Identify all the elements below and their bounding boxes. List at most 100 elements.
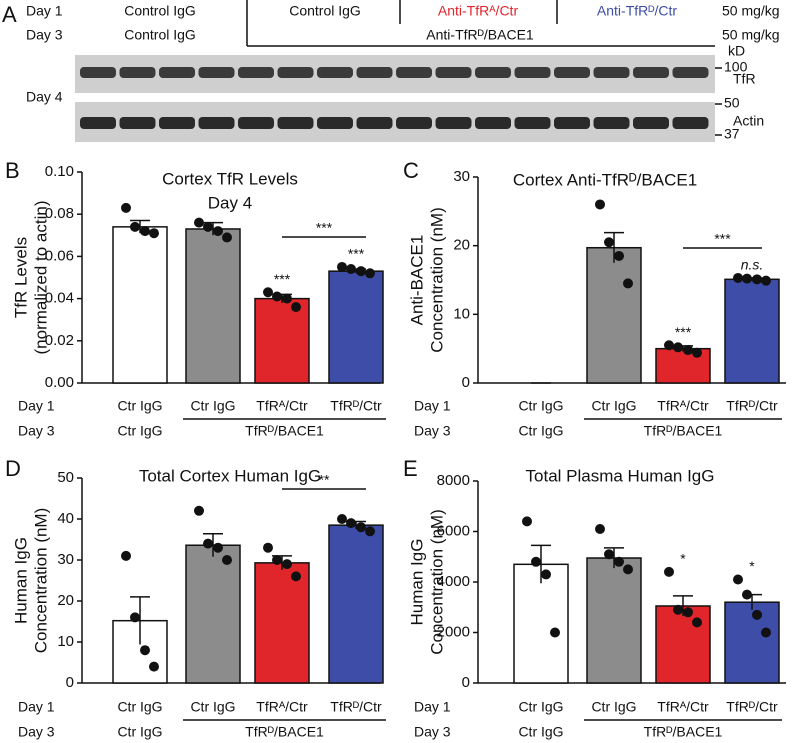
x-tick-label: Ctr IgG xyxy=(190,398,235,414)
data-point xyxy=(213,542,223,553)
day-label: Day 1 xyxy=(26,3,63,19)
band xyxy=(475,117,511,129)
data-point xyxy=(595,523,605,534)
band xyxy=(238,67,274,78)
data-point xyxy=(130,221,140,232)
data-point xyxy=(149,228,159,239)
group-label: Control IgG xyxy=(289,3,361,19)
bar xyxy=(112,226,168,384)
group-label: Control IgG xyxy=(124,27,196,43)
data-point xyxy=(337,514,347,524)
data-point xyxy=(222,232,232,243)
data-point xyxy=(752,609,762,620)
band xyxy=(277,117,314,129)
data-point xyxy=(664,340,674,351)
significance: * xyxy=(680,551,686,567)
data-point xyxy=(683,345,693,356)
y-tick-label: 30 xyxy=(453,168,470,185)
y-tick-label: 30 xyxy=(57,551,74,568)
band xyxy=(633,117,669,129)
data-point xyxy=(692,347,702,358)
y-axis-label: Human IgG xyxy=(407,539,426,626)
band xyxy=(80,117,116,129)
y-axis-label: Human IgG xyxy=(11,537,30,624)
y-tick-label: 10 xyxy=(453,305,470,322)
band xyxy=(672,67,709,78)
y-tick-label: 0.00 xyxy=(45,374,74,391)
data-point xyxy=(692,617,702,628)
data-point xyxy=(356,522,366,533)
band xyxy=(672,117,709,129)
data-point xyxy=(346,264,356,275)
data-point xyxy=(623,564,633,575)
bracket-label: *** xyxy=(714,231,731,247)
bar xyxy=(655,605,711,684)
panel-letter: D xyxy=(5,456,21,481)
row-label: Day 1 xyxy=(414,699,451,715)
y-tick-label: 0.02 xyxy=(45,332,74,349)
day3-label: Ctr IgG xyxy=(117,724,162,740)
x-tick-label: TfRᴰ/Ctr xyxy=(726,699,778,715)
x-tick-label: TfRᴰ/Ctr xyxy=(330,398,382,414)
data-point xyxy=(272,555,282,565)
panel-letter: E xyxy=(403,456,418,481)
day3-label: TfRᴰ/BACE1 xyxy=(644,423,723,439)
bar xyxy=(328,524,384,684)
y-tick-label: 40 xyxy=(57,510,74,527)
data-point xyxy=(130,612,140,623)
x-tick-label: TfRᴰ/Ctr xyxy=(726,398,778,414)
band xyxy=(317,67,353,78)
x-tick-label: Ctr IgG xyxy=(591,699,636,715)
data-point xyxy=(550,627,560,638)
data-point xyxy=(282,559,292,570)
significance: * xyxy=(749,558,755,574)
group-label: Anti-TfRᴬ/Ctr xyxy=(438,3,519,19)
band xyxy=(159,67,195,78)
data-point xyxy=(531,556,541,567)
y-tick-label: 10 xyxy=(57,633,74,650)
band xyxy=(514,117,551,129)
day-label: Day 3 xyxy=(26,27,63,43)
mw-unit: kD xyxy=(728,43,745,59)
band xyxy=(593,117,630,129)
data-point xyxy=(541,569,551,580)
y-tick-label: 0.06 xyxy=(45,247,74,264)
y-tick-label: 0 xyxy=(462,674,470,691)
y-tick-label: 50 xyxy=(57,469,74,486)
row-label: Day 3 xyxy=(18,423,55,439)
chart-title: Day 4 xyxy=(208,193,252,212)
band xyxy=(435,67,472,78)
y-tick-label: 2000 xyxy=(437,623,470,640)
data-point xyxy=(121,202,131,213)
data-point xyxy=(282,293,292,304)
day3-label: Ctr IgG xyxy=(117,423,162,439)
band xyxy=(159,117,195,129)
bracket-label: *** xyxy=(316,220,333,236)
x-tick-label: Ctr IgG xyxy=(518,398,563,414)
band xyxy=(277,67,314,78)
x-tick-label: TfRᴬ/Ctr xyxy=(657,398,709,414)
data-point xyxy=(742,589,752,600)
x-tick-label: TfRᴬ/Ctr xyxy=(657,699,709,715)
band xyxy=(356,117,393,129)
y-axis-label: (normalized to actin) xyxy=(31,200,50,354)
y-tick-label: 0.04 xyxy=(45,290,74,307)
band xyxy=(396,117,432,129)
data-point xyxy=(194,217,204,228)
band xyxy=(119,67,156,78)
group-label: Control IgG xyxy=(124,3,196,19)
chart-title: Total Plasma Human IgG xyxy=(526,466,715,485)
data-point xyxy=(614,556,624,567)
y-axis-label: Anti-BACE1 xyxy=(407,235,426,326)
data-point xyxy=(604,237,614,248)
bar xyxy=(724,601,780,684)
data-point xyxy=(752,274,762,285)
data-point xyxy=(149,661,159,672)
data-point xyxy=(140,645,150,656)
day3-label: TfRᴰ/BACE1 xyxy=(644,724,723,740)
bracket-label: ** xyxy=(319,472,330,488)
data-point xyxy=(356,266,366,277)
data-point xyxy=(203,538,213,549)
band xyxy=(633,67,669,78)
